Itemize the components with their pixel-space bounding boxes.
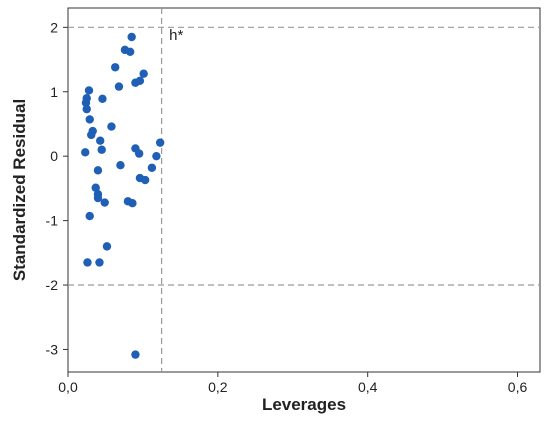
y-tick-label: 1 [50, 84, 58, 100]
data-point [131, 78, 140, 87]
data-point [93, 166, 103, 175]
x-tick-label: 0,0 [58, 379, 78, 395]
data-point [81, 148, 90, 157]
data-point [114, 82, 124, 91]
y-tick-label: -3 [46, 341, 59, 357]
data-point [134, 149, 144, 158]
data-point [83, 258, 92, 267]
reference-lines [68, 8, 540, 372]
data-point [111, 63, 120, 72]
y-tick-label: 0 [50, 148, 58, 164]
data-point [96, 136, 105, 145]
plot-frame [67, 7, 541, 373]
y-axis-ticks: -3 -2 -1 0 1 2 [46, 19, 68, 357]
x-tick-label: 0,6 [508, 379, 528, 395]
x-tick-label: 0,2 [208, 379, 228, 395]
data-point [107, 122, 116, 131]
y-tick-label: -2 [46, 277, 59, 293]
data-point [116, 160, 125, 170]
x-tick-label: 0,4 [358, 379, 378, 395]
h-star-annotation: h* [169, 27, 183, 44]
data-point [100, 198, 109, 207]
data-point [125, 47, 135, 57]
data-point [84, 86, 94, 95]
data-point [93, 193, 103, 203]
data-point [81, 98, 91, 107]
data-point [152, 151, 161, 161]
data-point [155, 138, 165, 147]
data-point [131, 350, 140, 359]
data-point [128, 199, 137, 208]
y-tick-label: 2 [50, 19, 58, 35]
data-point [98, 94, 107, 104]
scatter-points [81, 32, 165, 359]
data-point [97, 145, 106, 154]
data-point [91, 183, 100, 192]
x-axis-title: Leverages [262, 395, 346, 414]
data-point [140, 175, 150, 185]
data-point [85, 211, 94, 221]
data-point [139, 69, 148, 78]
data-point [102, 242, 112, 251]
x-axis-ticks: 0,0 0,2 0,4 0,6 [58, 372, 527, 395]
data-point [95, 258, 104, 267]
data-point [147, 163, 157, 172]
y-tick-label: -1 [46, 213, 59, 229]
data-point [85, 115, 94, 124]
data-point [82, 104, 91, 114]
y-axis-title: Standardized Residual [10, 99, 29, 281]
data-point [127, 32, 136, 42]
data-point [87, 130, 96, 140]
